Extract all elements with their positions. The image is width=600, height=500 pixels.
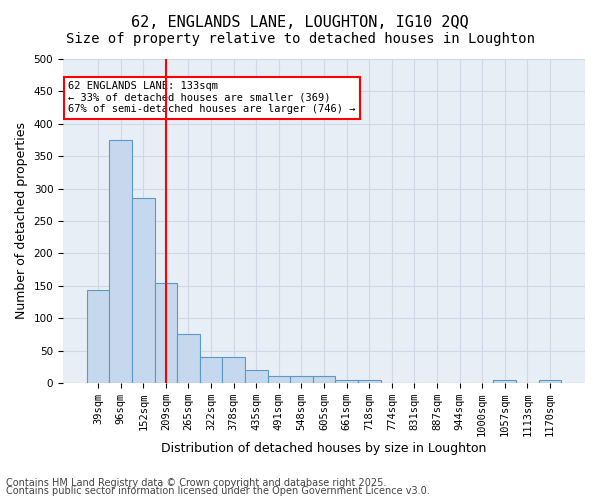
Bar bbox=[87, 290, 109, 383]
X-axis label: Distribution of detached houses by size in Loughton: Distribution of detached houses by size … bbox=[161, 442, 487, 455]
Bar bbox=[539, 380, 561, 383]
Text: Contains public sector information licensed under the Open Government Licence v3: Contains public sector information licen… bbox=[6, 486, 430, 496]
Bar bbox=[493, 380, 516, 383]
Bar bbox=[223, 357, 245, 383]
Bar bbox=[245, 370, 268, 383]
Bar bbox=[335, 380, 358, 383]
Text: Size of property relative to detached houses in Loughton: Size of property relative to detached ho… bbox=[65, 32, 535, 46]
Bar bbox=[132, 198, 155, 383]
Bar bbox=[109, 140, 132, 383]
Bar bbox=[155, 282, 177, 383]
Bar bbox=[268, 376, 290, 383]
Text: Contains HM Land Registry data © Crown copyright and database right 2025.: Contains HM Land Registry data © Crown c… bbox=[6, 478, 386, 488]
Bar bbox=[177, 334, 200, 383]
Bar bbox=[358, 380, 380, 383]
Bar bbox=[200, 357, 223, 383]
Text: 62 ENGLANDS LANE: 133sqm
← 33% of detached houses are smaller (369)
67% of semi-: 62 ENGLANDS LANE: 133sqm ← 33% of detach… bbox=[68, 82, 356, 114]
Bar bbox=[290, 376, 313, 383]
Text: 62, ENGLANDS LANE, LOUGHTON, IG10 2QQ: 62, ENGLANDS LANE, LOUGHTON, IG10 2QQ bbox=[131, 15, 469, 30]
Bar bbox=[313, 376, 335, 383]
Y-axis label: Number of detached properties: Number of detached properties bbox=[15, 122, 28, 320]
